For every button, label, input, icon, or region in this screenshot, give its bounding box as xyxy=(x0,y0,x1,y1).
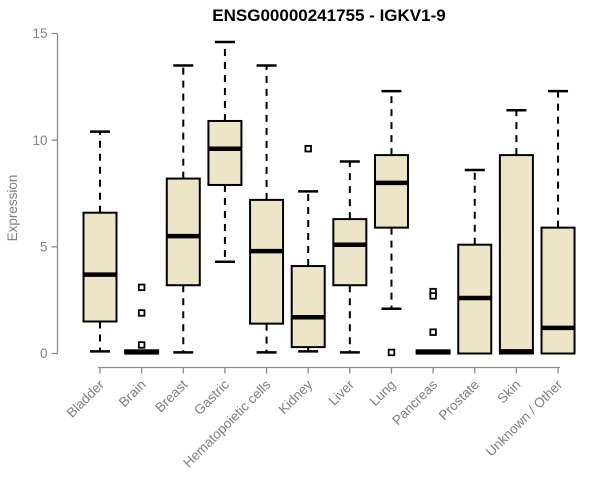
iqr-box xyxy=(498,154,534,355)
outlier-point xyxy=(137,341,146,349)
outlier-point xyxy=(429,292,437,300)
boxplot-gastric xyxy=(207,40,243,264)
boxplot-kidney xyxy=(290,144,326,353)
boxplot-brain xyxy=(124,283,160,355)
outlier-point xyxy=(304,144,312,153)
iqr-box xyxy=(373,154,409,229)
x-axis-category-label: Liver xyxy=(326,377,358,409)
boxplot-prostate xyxy=(457,168,493,355)
iqr-box xyxy=(332,218,368,287)
outlier-point xyxy=(137,283,146,292)
x-axis-category-label: Gastric xyxy=(191,377,232,418)
x-axis-category-label: Pancreas xyxy=(389,377,440,428)
y-axis-tick-label: 0 xyxy=(40,346,48,361)
x-axis-category-label: Brain xyxy=(116,377,149,410)
iqr-box xyxy=(290,265,326,349)
y-axis-tick-label: 10 xyxy=(32,133,47,148)
y-axis-tick-label: 15 xyxy=(32,26,47,41)
iqr-box xyxy=(82,211,118,323)
iqr-box xyxy=(249,198,285,325)
x-axis-category-label: Lung xyxy=(367,377,399,409)
boxplot-liver xyxy=(332,160,368,354)
x-axis-category-label: Breast xyxy=(152,377,190,415)
outlier-point xyxy=(429,328,437,336)
y-axis-title: Expression xyxy=(5,175,20,242)
y-axis-tick-label: 5 xyxy=(40,240,48,255)
boxplot-skin xyxy=(498,109,534,355)
iqr-box xyxy=(165,177,201,287)
boxplot-pancreas xyxy=(415,287,451,355)
iqr-box xyxy=(540,226,576,355)
outlier-point xyxy=(387,348,396,357)
boxplot-bladder xyxy=(82,130,118,353)
boxplot-hematopoietic-cells xyxy=(249,64,285,354)
x-axis-category-label: Skin xyxy=(494,377,523,406)
boxplot-breast xyxy=(165,64,201,354)
outlier-point xyxy=(137,309,146,317)
x-axis-category-label: Unknown / Other xyxy=(483,377,566,460)
boxplot-unknown-other xyxy=(540,89,576,355)
chart-title: ENSG00000241755 - IGKV1-9 xyxy=(212,6,445,25)
iqr-box xyxy=(207,119,243,186)
x-axis-category-label: Prostate xyxy=(436,377,482,423)
boxplot-lung xyxy=(373,89,409,357)
y-axis: 0 5 10 15 Expression xyxy=(5,26,59,361)
x-axis-category-label: Bladder xyxy=(64,377,108,421)
x-axis-category-label: Kidney xyxy=(276,377,316,417)
